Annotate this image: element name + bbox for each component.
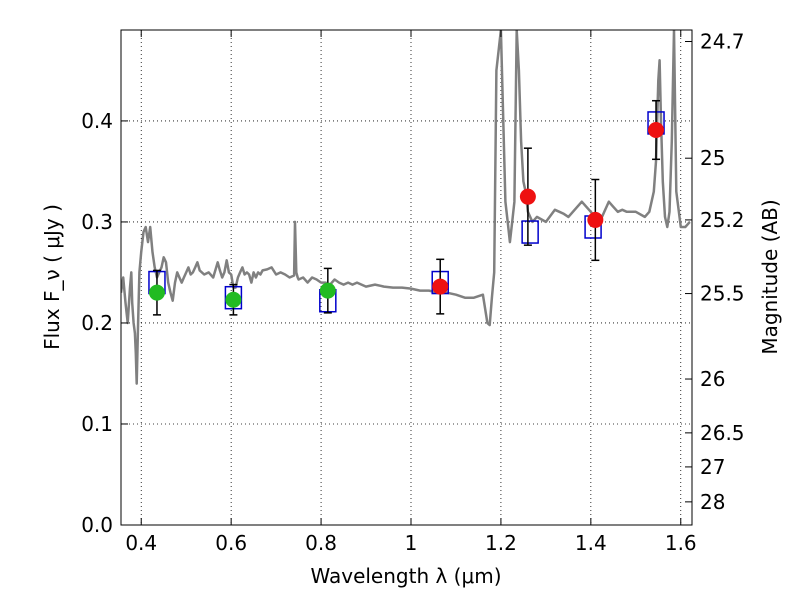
x-tick-label: 0.8 [305,531,337,555]
axis-ticks: 0.4 0.6 0.8 1 1.2 1.4 1.6 0.0 0.1 0.2 0.3 0.4 24.7 25… [81,30,744,555]
error-bars [152,99,661,316]
x-tick-label: 1.6 [665,531,697,555]
model-box [521,220,539,244]
right-axis-label: Magnitude (AB) [758,199,782,354]
right-tick-label: 27 [700,455,725,479]
y-tick-label: 0.0 [81,513,113,537]
model-photometry [148,111,665,313]
right-tick-label: 25 [700,146,725,170]
template-spectrum-line [121,30,691,385]
y-axis-label: Flux F_ν ( μJy ) [40,204,64,350]
y-tick-label: 0.4 [81,109,113,133]
observed-photometry [148,122,665,308]
y-tick-label: 0.3 [81,210,113,234]
plot-frame [120,29,693,526]
y-tick-label: 0.1 [81,412,113,436]
nir-point [519,188,536,205]
optical-point [148,284,165,301]
optical-point [319,282,336,299]
nir-point [587,211,604,228]
nir-point [648,122,665,139]
x-axis-label: Wavelength λ (μm) [310,564,501,588]
grid [121,30,692,526]
y-tick-label: 0.2 [81,311,113,335]
x-tick-label: 1 [405,531,418,555]
right-tick-label: 25.5 [700,282,745,306]
nir-point [432,278,449,295]
x-tick-label: 1.2 [485,531,517,555]
optical-point [225,291,242,308]
right-tick-label: 26.5 [700,421,745,445]
template-spectrum [121,30,691,385]
x-tick-label: 0.4 [125,531,157,555]
right-tick-label: 24.7 [700,30,745,54]
right-tick-label: 28 [700,490,725,514]
x-tick-label: 0.6 [215,531,247,555]
right-tick-label: 26 [700,367,725,391]
x-tick-label: 1.4 [575,531,607,555]
right-tick-label: 25.2 [700,208,745,232]
